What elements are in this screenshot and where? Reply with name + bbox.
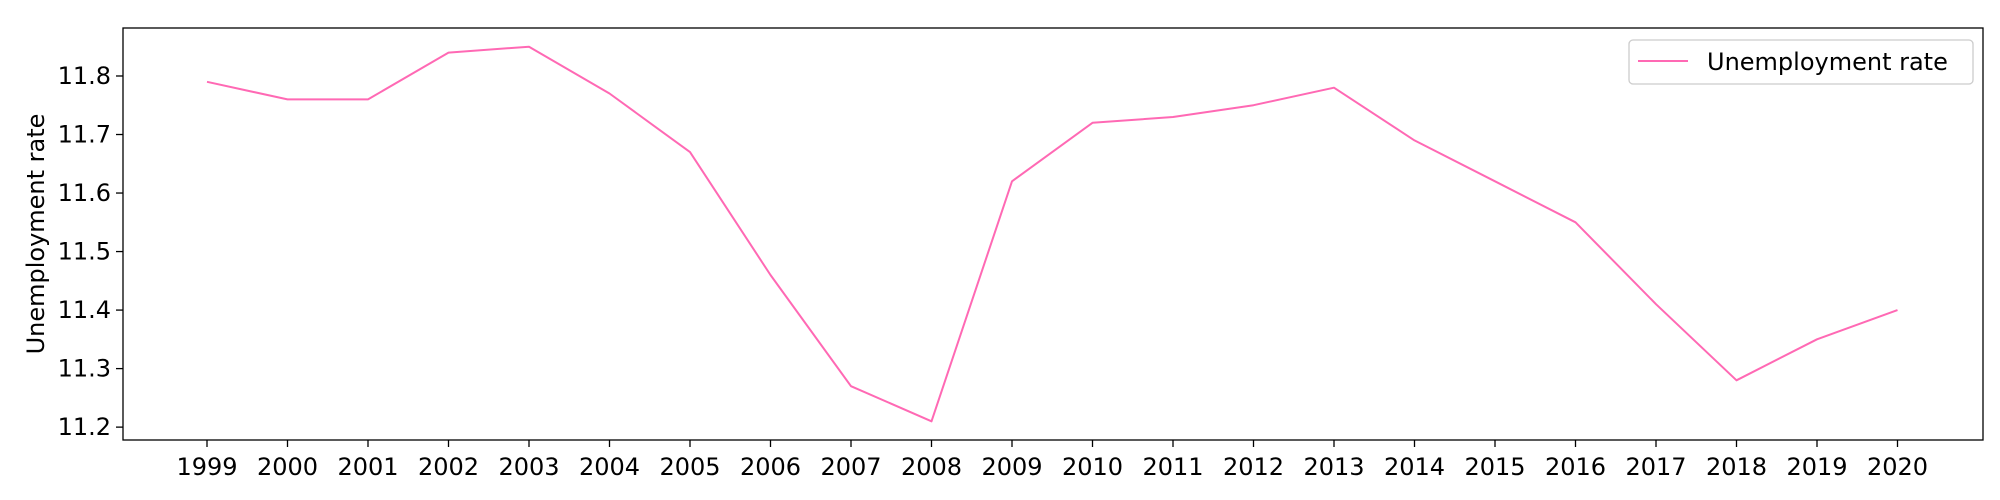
- x-axis-ticks: 1999 2000 2001 2002 2003 2004 2005 2006 2007 2008…: [176, 440, 1928, 481]
- plot-area-frame: [122, 27, 1984, 441]
- x-tick-label: 2007: [820, 453, 881, 481]
- x-tick-label: 2009: [981, 453, 1042, 481]
- x-tick-label: 2019: [1786, 453, 1847, 481]
- y-tick-label: 11.5: [58, 238, 111, 266]
- x-tick-label: 2011: [1142, 453, 1203, 481]
- x-tick-label: 2004: [579, 453, 640, 481]
- x-tick-label: 2015: [1464, 453, 1525, 481]
- x-tick-label: 1999: [176, 453, 237, 481]
- y-tick-label: 11.6: [58, 179, 111, 207]
- y-tick-label: 11.2: [58, 413, 111, 441]
- legend: Unemployment rate: [1628, 39, 1974, 85]
- x-tick-label: 2002: [418, 453, 479, 481]
- x-tick-label: 2017: [1625, 453, 1686, 481]
- x-tick-label: 2012: [1223, 453, 1284, 481]
- x-tick-label: 2000: [257, 453, 318, 481]
- x-tick-label: 2016: [1545, 453, 1606, 481]
- x-tick-label: 2018: [1706, 453, 1767, 481]
- x-tick-label: 2006: [740, 453, 801, 481]
- x-tick-label: 2013: [1303, 453, 1364, 481]
- legend-label: Unemployment rate: [1707, 48, 1948, 76]
- y-axis-title: Unemployment rate: [22, 114, 50, 355]
- y-tick-label: 11.3: [58, 355, 111, 383]
- x-tick-label: 2001: [337, 453, 398, 481]
- y-tick-label: 11.7: [58, 121, 111, 149]
- y-tick-label: 11.4: [58, 296, 111, 324]
- y-axis-ticks: 11.2 11.3 11.4 11.5 11.6 11.7 11.8: [58, 62, 123, 441]
- y-tick-label: 11.8: [58, 62, 111, 90]
- x-tick-label: 2010: [1062, 453, 1123, 481]
- legend-box: [1628, 39, 1974, 85]
- x-tick-label: 2003: [498, 453, 559, 481]
- series-layer: [206, 45, 1898, 423]
- x-tick-label: 2008: [901, 453, 962, 481]
- series-line-unemployment-rate: [206, 45, 1898, 423]
- x-tick-label: 2005: [659, 453, 720, 481]
- x-tick-label: 2020: [1867, 453, 1928, 481]
- x-tick-label: 2014: [1384, 453, 1445, 481]
